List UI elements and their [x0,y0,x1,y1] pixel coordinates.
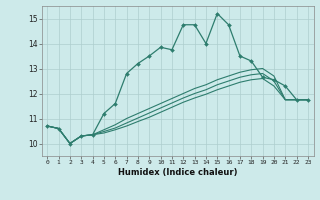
X-axis label: Humidex (Indice chaleur): Humidex (Indice chaleur) [118,168,237,177]
